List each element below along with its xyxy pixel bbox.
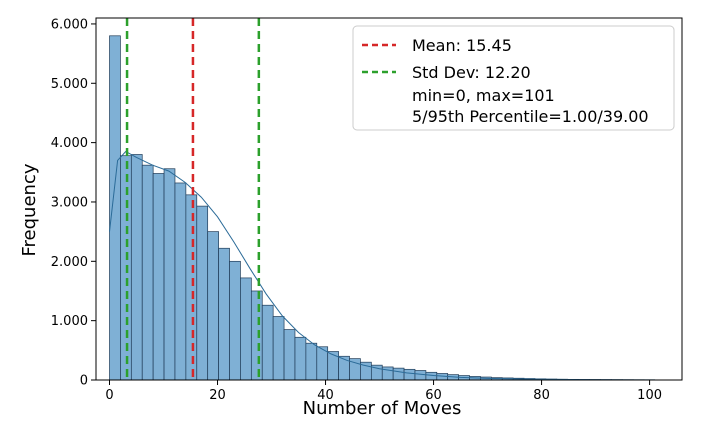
y-tick-label: 0 [80,374,88,389]
y-tick-label: 4.000 [51,136,88,151]
x-axis-ticks: 0 20 40 60 80 100 [105,380,662,403]
histogram-bar [152,173,165,381]
plot-frame [95,17,683,381]
x-tick-label: 20 [209,388,226,403]
legend: Mean: 15.45 Std Dev: 12.20 min=0, max=10… [352,25,675,131]
histogram-bars [109,35,656,381]
histogram-bar [141,164,154,381]
y-tick-label: 3.000 [51,195,88,210]
y-axis-label: Frequency [19,163,40,256]
y-axis-ticks: 0 1.000 2.000 3.000 4.000 5.000 6.000 [51,17,96,389]
y-tick-label: 2.000 [51,255,88,270]
histogram-bar [261,304,274,381]
y-tick-label: 1.000 [51,314,88,329]
histogram-bar [229,260,241,381]
histogram-bar [338,355,350,381]
histogram-bar [272,316,285,381]
histogram-bar [174,182,187,381]
x-tick-label: 80 [533,388,550,403]
histogram-bar [294,336,307,381]
legend-min-max-text: min=0, max=101 [412,86,555,105]
histogram-bar [414,370,427,381]
y-tick-label: 5.000 [51,77,88,92]
histogram-bar [130,154,143,381]
histogram-bar [196,205,209,381]
x-tick-label: 60 [425,388,442,403]
histogram-bar [109,35,121,381]
histogram-bar [218,247,230,381]
reference-lines [125,18,261,380]
histogram-bar [185,194,198,381]
histogram-bar [283,329,296,381]
histogram-bar [392,367,405,381]
histogram-bar [403,368,416,381]
x-tick-label: 0 [105,388,113,403]
histogram-bar [250,290,263,381]
x-tick-label: 100 [637,388,662,403]
legend-percentile-text: 5/95th Percentile=1.00/39.00 [412,107,649,126]
legend-mean-label: Mean: 15.45 [412,36,512,55]
x-axis-label: Number of Moves [303,398,462,419]
histogram-bar [305,342,318,381]
y-tick-label: 6.000 [51,17,88,32]
legend-std-label: Std Dev: 12.20 [412,63,531,82]
histogram-bar [207,231,219,381]
legend-box [352,25,675,131]
histogram-bar [240,277,252,381]
x-tick-label: 40 [317,388,334,403]
kde-curve [109,150,656,381]
histogram-bar [163,168,176,381]
